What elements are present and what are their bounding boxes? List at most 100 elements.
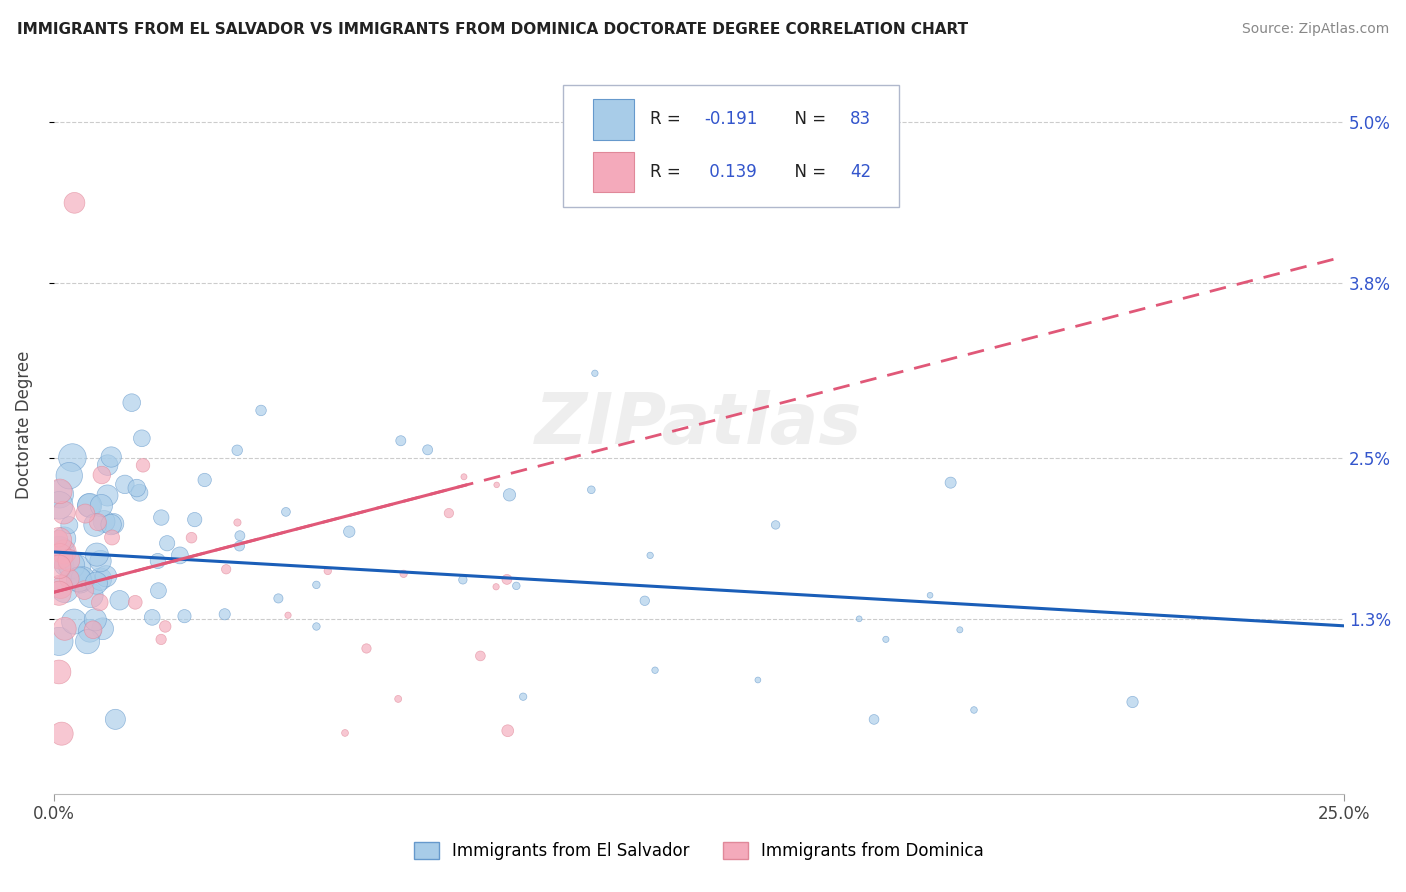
Point [485, 478, 508, 492]
Point [58, 553, 80, 567]
Point [949, 623, 972, 637]
Text: 0.139: 0.139 [704, 163, 756, 181]
Point [581, 483, 603, 497]
Point [53, 622, 76, 636]
Point [939, 475, 962, 490]
Text: R =: R = [650, 163, 686, 181]
Point [48, 499, 70, 513]
Point [155, 619, 177, 633]
Point [86, 576, 108, 591]
Point [437, 506, 460, 520]
Point [387, 692, 409, 706]
Point [226, 516, 249, 530]
Point [875, 632, 897, 647]
Point [69, 574, 91, 588]
Point [498, 488, 520, 502]
Point [48, 559, 70, 574]
Point [512, 690, 534, 704]
Point [226, 443, 249, 458]
Point [48, 532, 70, 546]
Y-axis label: Doctorate Degree: Doctorate Degree [15, 351, 32, 499]
Point [863, 713, 886, 727]
FancyBboxPatch shape [593, 152, 634, 193]
Point [963, 703, 986, 717]
Point [274, 505, 297, 519]
Point [89, 554, 111, 568]
Point [53, 558, 76, 573]
Point [267, 591, 290, 606]
Point [101, 531, 124, 545]
Text: N =: N = [785, 111, 831, 128]
Point [496, 723, 519, 738]
Point [90, 499, 112, 513]
Point [392, 566, 415, 581]
Point [80, 589, 103, 603]
Point [91, 622, 114, 636]
Point [156, 536, 179, 550]
Point [58, 468, 80, 483]
Text: 83: 83 [849, 111, 870, 128]
Point [82, 623, 104, 637]
Point [49, 580, 72, 594]
Point [52, 506, 75, 520]
Point [108, 593, 131, 607]
Point [132, 458, 155, 473]
Point [77, 498, 100, 512]
Point [53, 532, 76, 546]
Point [63, 615, 86, 629]
Point [60, 558, 83, 573]
Point [453, 470, 475, 484]
Text: ZIPatlas: ZIPatlas [536, 390, 863, 458]
Point [93, 515, 115, 529]
Point [84, 518, 107, 533]
Point [124, 595, 146, 609]
Point [848, 612, 870, 626]
Point [104, 712, 127, 726]
Point [79, 499, 101, 513]
Point [583, 367, 606, 381]
Point [89, 595, 111, 609]
Text: -0.191: -0.191 [704, 111, 758, 128]
Point [747, 673, 769, 687]
Point [49, 484, 72, 499]
Point [72, 572, 94, 586]
Text: R =: R = [650, 111, 686, 128]
Text: N =: N = [785, 163, 831, 181]
Point [356, 641, 378, 656]
Point [49, 549, 72, 564]
Point [389, 434, 412, 448]
Text: Source: ZipAtlas.com: Source: ZipAtlas.com [1241, 22, 1389, 37]
Point [48, 586, 70, 600]
Point [128, 485, 150, 500]
Point [183, 513, 205, 527]
Point [94, 569, 117, 583]
Point [103, 516, 125, 531]
Point [305, 578, 328, 592]
Point [173, 609, 195, 624]
Point [63, 195, 86, 210]
Point [146, 554, 169, 568]
Point [96, 488, 118, 502]
Point [97, 458, 120, 472]
Point [485, 580, 508, 594]
Point [505, 579, 527, 593]
Point [66, 561, 89, 575]
Point [51, 727, 73, 741]
Point [121, 395, 143, 409]
Point [84, 613, 107, 627]
Point [100, 450, 122, 464]
Point [194, 473, 217, 487]
Text: IMMIGRANTS FROM EL SALVADOR VS IMMIGRANTS FROM DOMINICA DOCTORATE DEGREE CORRELA: IMMIGRANTS FROM EL SALVADOR VS IMMIGRANT… [17, 22, 967, 37]
Point [90, 468, 112, 483]
Point [48, 634, 70, 648]
Point [67, 573, 90, 587]
Point [277, 608, 299, 623]
Point [644, 663, 666, 677]
Point [451, 573, 474, 587]
Point [470, 648, 492, 663]
Point [250, 403, 273, 417]
Point [53, 545, 76, 559]
Point [333, 726, 356, 740]
Point [214, 607, 236, 622]
Point [229, 529, 252, 543]
